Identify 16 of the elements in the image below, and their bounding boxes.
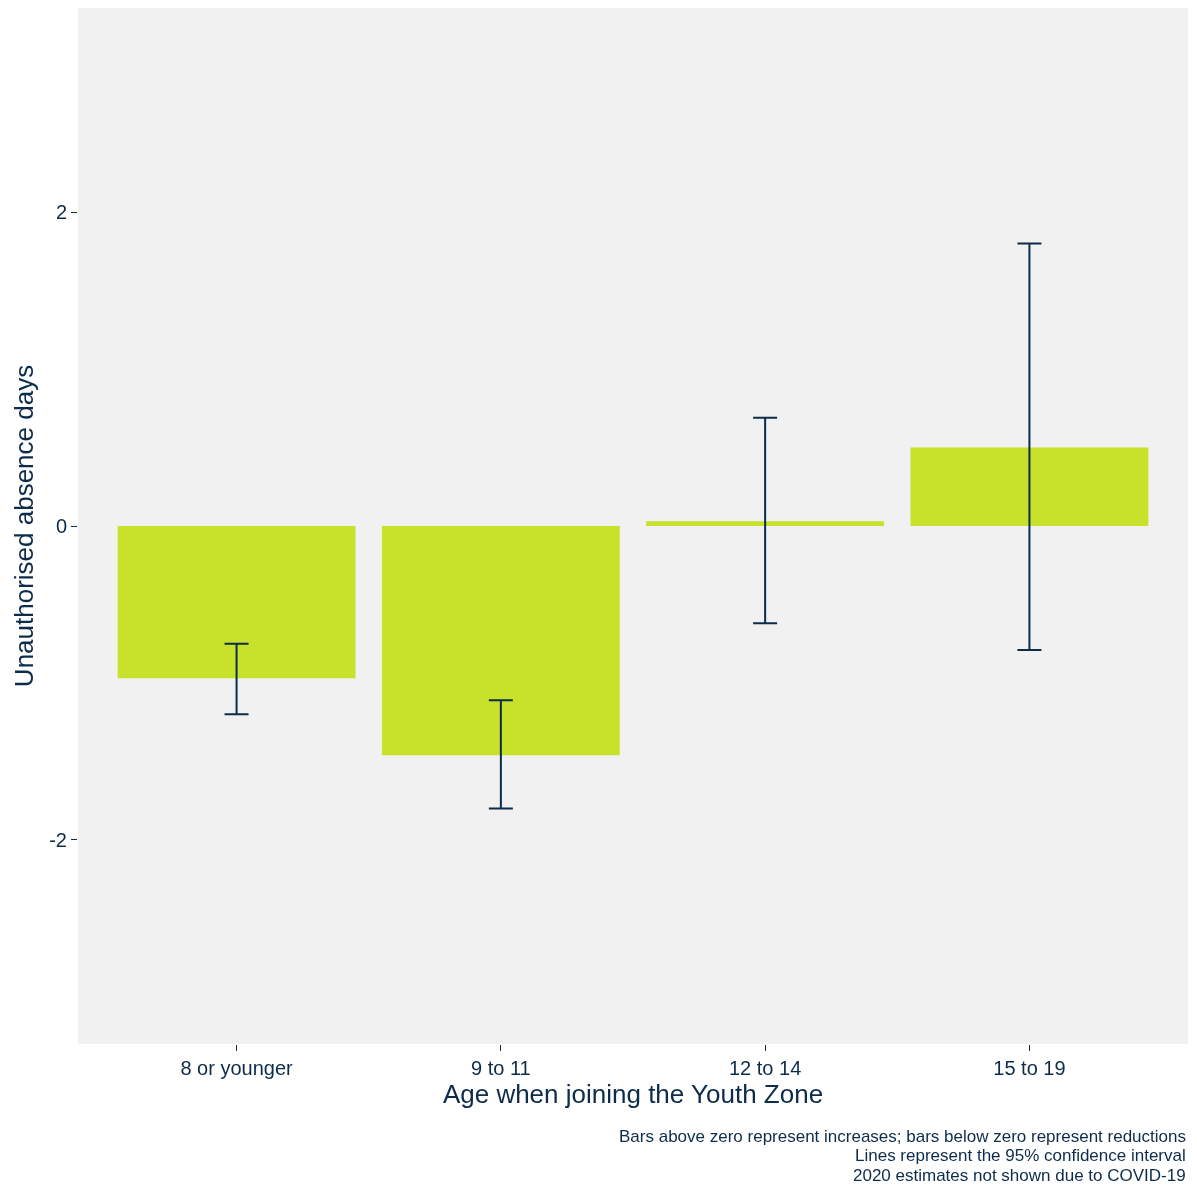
bar [381,526,620,756]
y-tick-label: 0 [55,515,67,537]
bar [646,521,885,526]
x-axis-title: Age when joining the Youth Zone [442,1079,824,1109]
text: Bars above zero represent increases; bars below zero represent reductions [619,1127,1186,1146]
y-tick-label: 2 [55,201,67,224]
x-tick-label: 15 to 19 [993,1057,1066,1079]
y-axis-title: Unauthorised absence days [8,364,39,688]
x-tick-label: 12 to 14 [728,1057,802,1079]
x-tick-label: 9 to 11 [471,1057,531,1079]
text: Lines represent the 95% confidence interval [855,1146,1186,1165]
x-tick-label: 8 or younger [180,1057,294,1079]
bar [117,526,356,679]
bar [910,447,1149,526]
text: 2020 estimates not shown due to COVID-19 [853,1166,1186,1185]
y-tick-label: -2 [49,828,67,851]
